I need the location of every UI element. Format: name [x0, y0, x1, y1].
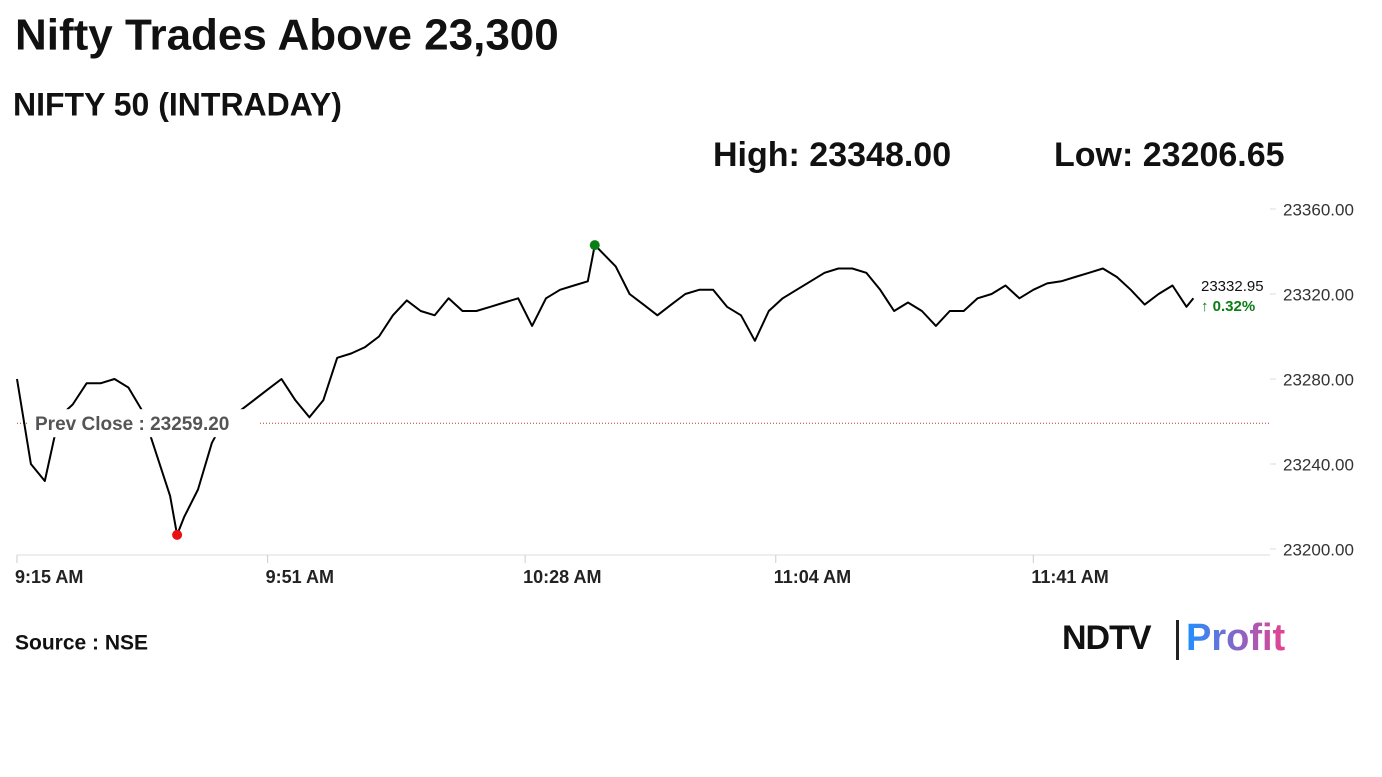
x-tick-label: 10:28 AM — [523, 567, 601, 587]
change-label: ↑ 0.32% — [1201, 298, 1255, 315]
last-value-label: 23332.95 — [1201, 278, 1264, 295]
source: Source : NSE — [15, 632, 148, 655]
chart-title: Nifty Trades Above 23,300 — [15, 11, 559, 60]
x-tick-label: 9:51 AM — [266, 567, 334, 587]
high-marker — [589, 240, 600, 251]
high-label: High: 23348.00 — [713, 136, 951, 174]
x-tick-label: 11:04 AM — [774, 567, 851, 587]
y-tick-label: 23360.00 — [1283, 200, 1354, 219]
x-tick-label: 11:41 AM — [1031, 567, 1108, 587]
y-tick-label: 23280.00 — [1283, 370, 1354, 389]
y-tick-label: 23320.00 — [1283, 285, 1354, 304]
low-marker — [172, 529, 183, 540]
low-label: Low: 23206.65 — [1054, 136, 1285, 174]
brand-profit: Profit — [1186, 617, 1286, 659]
price-line — [16, 244, 1195, 536]
x-tick-label: 9:15 AM — [15, 567, 83, 587]
y-tick-label: 23240.00 — [1283, 455, 1354, 474]
prev-close-box — [28, 409, 260, 438]
chart-subtitle: NIFTY 50 (INTRADAY) — [13, 86, 342, 122]
brand-ndtv: NDTV — [1062, 619, 1152, 657]
y-tick-label: 23200.00 — [1283, 540, 1354, 559]
prev-close-label: Prev Close : 23259.20 — [35, 414, 229, 435]
brand-divider — [1176, 620, 1179, 660]
